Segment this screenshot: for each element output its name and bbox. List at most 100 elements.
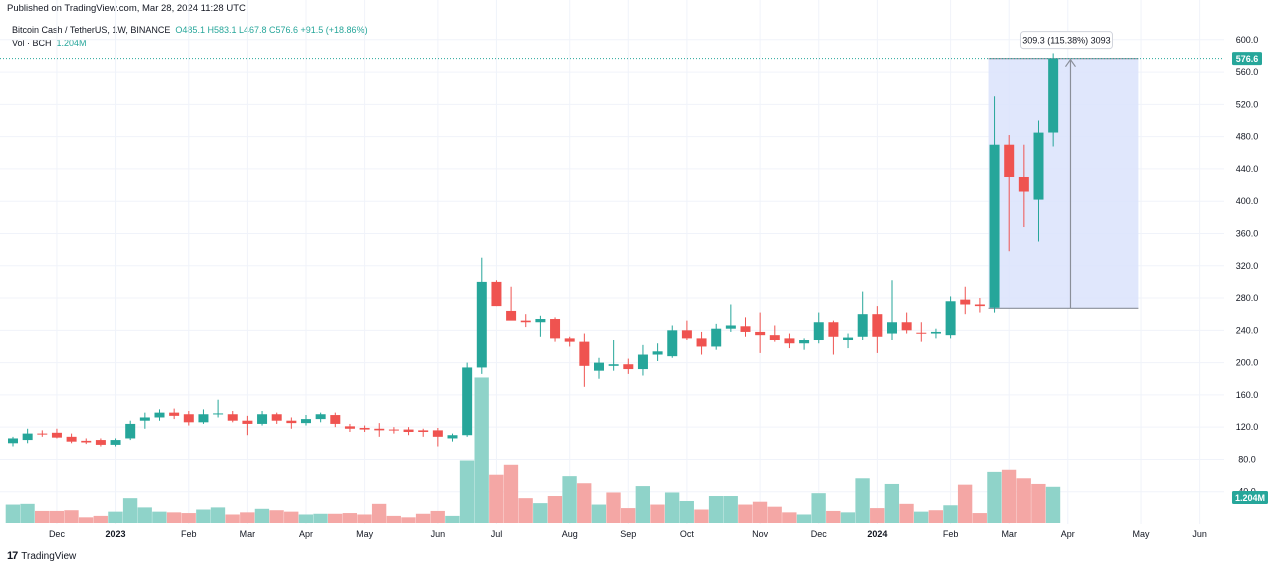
candle xyxy=(828,320,839,355)
time-tick-label: Dec xyxy=(49,529,66,539)
candle-body xyxy=(872,314,883,337)
symbol-title[interactable]: Bitcoin Cash / TetherUS, 1W, BINANCE xyxy=(12,25,171,35)
candle-body xyxy=(843,337,854,341)
candle-body xyxy=(95,440,106,445)
tradingview-logo-icon[interactable]: 17 xyxy=(7,550,18,562)
volume-bar xyxy=(1001,469,1017,523)
candle-body xyxy=(227,414,238,421)
volume-bar xyxy=(93,515,108,523)
candle xyxy=(989,96,1000,313)
candle xyxy=(696,331,707,355)
candle xyxy=(271,412,282,424)
candle xyxy=(330,412,341,428)
candle-body xyxy=(476,281,487,368)
volume-bar xyxy=(459,460,475,523)
volume-bar xyxy=(826,510,841,523)
candle-body xyxy=(579,341,590,366)
price-tick-label: 320.0 xyxy=(1236,261,1259,271)
volume-bar xyxy=(840,512,856,523)
candle xyxy=(887,280,897,341)
candle-body xyxy=(257,414,268,424)
volume-bar xyxy=(855,478,870,523)
candle xyxy=(388,427,399,434)
volume-bar xyxy=(166,512,182,523)
candle xyxy=(740,317,751,337)
volume-bar xyxy=(225,514,240,523)
candle-body xyxy=(8,438,18,444)
volume-bar xyxy=(284,511,299,523)
candle xyxy=(242,415,253,436)
volume-bar xyxy=(328,513,343,523)
volume-bar xyxy=(708,496,724,523)
candle xyxy=(462,362,473,437)
candle-body xyxy=(784,338,795,344)
volume-bar xyxy=(796,514,812,523)
candle xyxy=(125,420,136,441)
candle xyxy=(755,312,766,353)
volume-bar xyxy=(313,513,328,523)
candle-body xyxy=(623,364,634,370)
candle-body xyxy=(432,430,443,437)
candle-body xyxy=(213,413,224,415)
candle-body xyxy=(594,362,604,371)
volume-bar xyxy=(1045,486,1061,523)
candle xyxy=(667,325,678,358)
candle-body xyxy=(755,331,766,336)
candle-body xyxy=(22,433,33,441)
time-tick-label: Oct xyxy=(680,529,695,539)
candle xyxy=(901,312,912,334)
candle xyxy=(418,428,429,437)
time-tick-label: Aug xyxy=(562,529,578,539)
volume-bar xyxy=(884,483,900,523)
candle-body xyxy=(945,301,956,336)
last-price-badge xyxy=(1232,52,1262,66)
candle-body xyxy=(447,435,458,439)
candle-body xyxy=(81,440,92,443)
measure-label: 309.3 (115.38%) 3093 xyxy=(1022,36,1110,46)
volume-badge xyxy=(1232,491,1268,504)
time-tick-label: Apr xyxy=(299,529,313,539)
candle-body xyxy=(1048,58,1059,133)
time-tick-label: 2023 xyxy=(106,529,126,539)
time-tick-label: Jun xyxy=(1192,529,1207,539)
measure-label-box xyxy=(1019,31,1113,50)
candle xyxy=(359,425,370,433)
candle xyxy=(286,417,297,429)
candle-body xyxy=(315,414,326,420)
candle-body xyxy=(37,433,48,435)
volume-bar xyxy=(210,507,226,523)
candle xyxy=(66,433,77,444)
candle xyxy=(960,286,971,315)
candle xyxy=(1004,135,1015,252)
volume-value: 1.204M xyxy=(56,38,87,48)
volume-bar xyxy=(474,377,489,523)
time-tick-label: 2024 xyxy=(867,529,887,539)
candle xyxy=(447,433,458,442)
volume-bar xyxy=(987,471,1002,523)
ohlc-values: O485.1 H583.1 L467.8 C576.6 +91.5 (+18.8… xyxy=(175,25,368,35)
volume-bar xyxy=(870,508,885,523)
volume-label[interactable]: Vol · BCH xyxy=(12,38,52,48)
price-tick-label: 360.0 xyxy=(1236,228,1259,238)
tradingview-brand[interactable]: TradingView xyxy=(21,550,77,562)
candle-body xyxy=(169,412,180,416)
price-tick-label: 120.0 xyxy=(1236,422,1259,432)
volume-bars xyxy=(5,377,1061,523)
candle-body xyxy=(960,299,971,305)
candle-body xyxy=(828,322,839,337)
candle-body xyxy=(418,430,429,433)
candle xyxy=(1048,53,1059,147)
price-tick-label: 200.0 xyxy=(1236,358,1259,368)
candle-body xyxy=(637,354,648,370)
candle xyxy=(608,340,619,371)
candle xyxy=(37,430,48,437)
volume-bar xyxy=(518,498,533,523)
candle-body xyxy=(681,330,692,339)
volume-bar xyxy=(35,510,50,523)
volume-bar xyxy=(914,511,929,523)
candle-body xyxy=(813,322,824,341)
candle-body xyxy=(1033,132,1044,200)
volume-bar xyxy=(782,512,797,523)
price-tick-label: 520.0 xyxy=(1236,99,1259,109)
